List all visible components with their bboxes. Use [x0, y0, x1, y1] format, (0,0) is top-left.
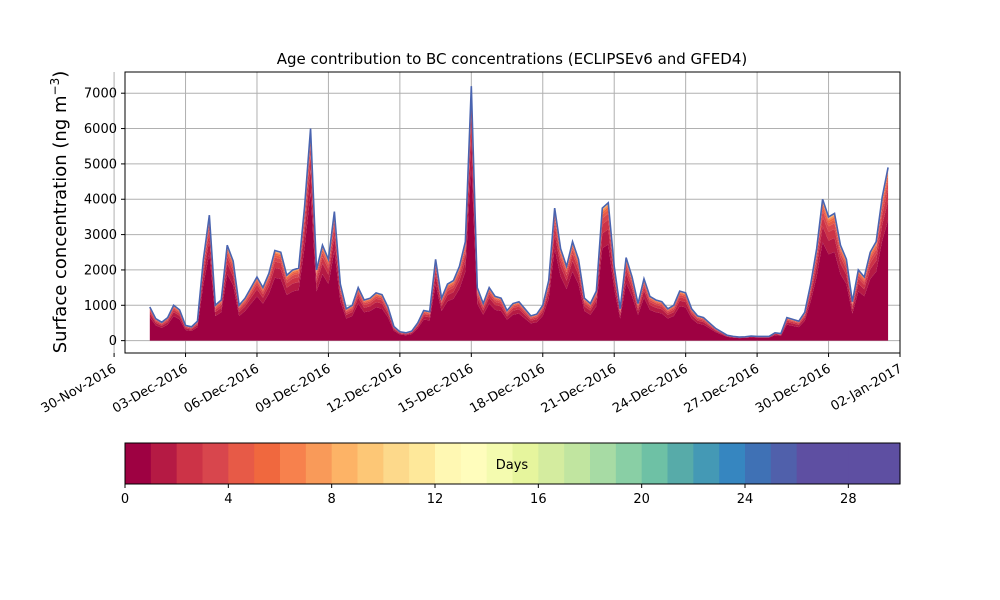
colorbar-cell — [848, 443, 875, 484]
age-area-day-0 — [149, 163, 889, 341]
chart-title: Age contribution to BC concentrations (E… — [277, 50, 748, 68]
x-tick-label: 18-Dec-2016 — [467, 361, 547, 416]
colorbar-ticks: 0 4 8 12 16 20 24 28 — [121, 484, 857, 507]
colorbar-cell — [615, 443, 643, 484]
colorbar-cell — [770, 443, 798, 484]
colorbar-cell — [409, 443, 436, 484]
plot-area: 0 1000 2000 3000 4000 5000 6000 7000 30-Nov-201… — [39, 71, 905, 417]
x-tick-label: 24-Dec-2016 — [610, 361, 690, 416]
stacked-areas — [149, 86, 889, 341]
colorbar-cell — [331, 443, 359, 484]
colorbar-cell — [254, 443, 281, 484]
colorbar: Days 0 4 8 12 16 20 24 28 — [121, 442, 901, 507]
colorbar-cell — [590, 443, 617, 484]
colorbar-cell — [719, 443, 746, 484]
colorbar-cell — [693, 443, 720, 484]
colorbar-cell — [667, 443, 694, 484]
y-tick-label: 2000 — [84, 263, 117, 278]
colorbar-tick-label: 12 — [427, 492, 444, 507]
colorbar-cell — [357, 443, 384, 484]
y-axis: 0 1000 2000 3000 4000 5000 6000 7000 — [84, 87, 125, 349]
y-axis-label: Surface concentration (ng m−3) — [48, 71, 71, 354]
colorbar-cell — [460, 443, 488, 484]
colorbar-cell — [796, 443, 824, 484]
colorbar-cell — [486, 443, 514, 484]
colorbar-cell — [874, 443, 901, 484]
y-tick-label: 7000 — [84, 87, 117, 102]
x-tick-label: 09-Dec-2016 — [253, 361, 333, 416]
colorbar-cells — [125, 443, 901, 484]
x-tick-label: 06-Dec-2016 — [182, 361, 262, 416]
x-tick-label: 03-Dec-2016 — [110, 361, 190, 416]
colorbar-cell — [512, 443, 539, 484]
x-tick-label: 27-Dec-2016 — [682, 361, 762, 416]
x-tick-label: 21-Dec-2016 — [539, 361, 619, 416]
colorbar-tick-label: 24 — [737, 492, 754, 507]
plot-frame — [124, 71, 901, 354]
y-tick-label: 1000 — [84, 299, 117, 314]
colorbar-tick-label: 28 — [840, 492, 857, 507]
total-line — [149, 86, 889, 338]
colorbar-cell — [538, 443, 565, 484]
x-axis: 30-Nov-201603-Dec-201606-Dec-201609-Dec-… — [39, 353, 905, 417]
y-tick-label: 4000 — [84, 193, 117, 208]
x-tick-label: 02-Jan-2017 — [828, 361, 905, 414]
x-tick-label: 12-Dec-2016 — [324, 361, 404, 416]
x-tick-label: 30-Nov-2016 — [39, 361, 119, 416]
colorbar-tick-label: 20 — [633, 492, 650, 507]
x-tick-label: 15-Dec-2016 — [396, 361, 476, 416]
colorbar-cell — [305, 443, 333, 484]
colorbar-tick-label: 16 — [530, 492, 547, 507]
colorbar-cell — [150, 443, 178, 484]
colorbar-cell — [176, 443, 204, 484]
colorbar-label: Days — [496, 458, 529, 473]
x-tick-label: 30-Dec-2016 — [753, 361, 833, 416]
y-tick-label: 0 — [109, 334, 117, 349]
colorbar-tick-label: 8 — [328, 492, 336, 507]
colorbar-cell — [745, 443, 772, 484]
series-lines — [149, 86, 889, 338]
colorbar-cell — [435, 443, 462, 484]
colorbar-cell — [822, 443, 849, 484]
colorbar-frame — [124, 442, 901, 485]
colorbar-cell — [125, 443, 152, 484]
y-tick-label: 6000 — [84, 122, 117, 137]
y-tick-label: 3000 — [84, 228, 117, 243]
y-tick-label: 5000 — [84, 157, 117, 172]
colorbar-cell — [564, 443, 591, 484]
colorbar-cell — [280, 443, 307, 484]
colorbar-cell — [383, 443, 410, 484]
colorbar-tick-label: 4 — [224, 492, 232, 507]
colorbar-cell — [202, 443, 229, 484]
colorbar-cell — [228, 443, 255, 484]
colorbar-tick-label: 0 — [121, 492, 129, 507]
colorbar-cell — [641, 443, 669, 484]
